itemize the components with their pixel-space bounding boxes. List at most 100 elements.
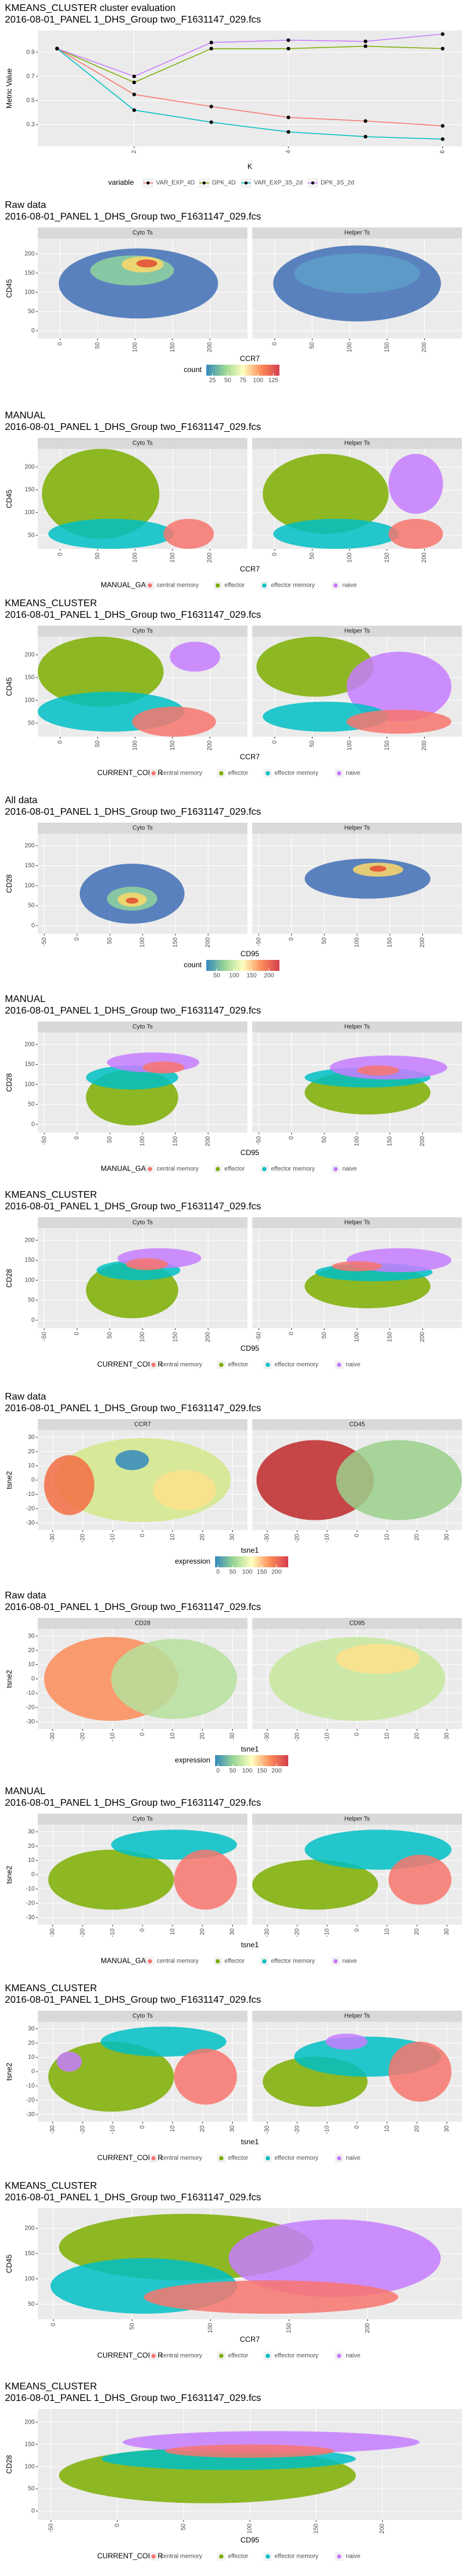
x-tick-label: 0	[140, 1733, 146, 1736]
facet-label: CCR7	[134, 1422, 151, 1428]
x-tick-label: 100	[354, 1332, 361, 1342]
y-tick-label: 50	[28, 2486, 35, 2492]
data-point	[286, 115, 291, 120]
x-tick-label: 20	[199, 1928, 206, 1936]
x-tick-label: 30	[229, 1534, 236, 1541]
x-tick-label: -20	[79, 1534, 86, 1543]
colorbar-tick-label: 50	[229, 1768, 236, 1775]
cell-density	[263, 454, 389, 534]
x-axis-label: CCR7	[240, 753, 260, 761]
cell-density	[388, 2041, 452, 2102]
x-tick-label: 20	[199, 1733, 206, 1740]
x-tick-label: 50	[94, 553, 101, 560]
cell-density	[48, 518, 174, 549]
y-tick-label: -20	[26, 2097, 35, 2103]
legend-swatch	[151, 2353, 156, 2358]
facet-label: Helper Ts	[344, 230, 370, 237]
x-tick-label: 0	[57, 553, 63, 556]
plot-subtitle: 2016-08-01_PANEL 1_DHS_Group two_F163114…	[5, 1798, 261, 1808]
x-tick-label: 200	[205, 1136, 211, 1147]
legend-swatch	[262, 583, 267, 588]
y-tick-label: 50	[28, 1101, 35, 1108]
cell-density	[56, 2052, 82, 2072]
x-tick-label: -30	[49, 1733, 56, 1742]
data-point	[209, 104, 213, 109]
plot-subtitle: 2016-08-01_PANEL 1_DHS_Group two_F163114…	[5, 212, 261, 222]
legend-label: effector	[224, 1166, 245, 1173]
colorbar-tick-label: 200	[271, 1569, 282, 1576]
facet-label: Helper Ts	[344, 1816, 370, 1823]
x-tick-label: 20	[414, 1534, 420, 1541]
y-tick-label: 100	[24, 2463, 35, 2470]
y-axis-label: CD28	[5, 2455, 13, 2474]
cell-density	[101, 2027, 227, 2057]
y-tick-label: 10	[28, 1857, 35, 1864]
facet-label: Cyto Ts	[132, 230, 152, 237]
cell-density	[294, 253, 420, 294]
x-tick-label: 200	[205, 1332, 211, 1342]
facet-strip	[252, 1814, 462, 1825]
series-line	[57, 48, 443, 127]
colorbar-title: expression	[175, 1557, 210, 1565]
plot-title: Raw data	[5, 200, 46, 210]
data-point	[363, 39, 367, 43]
facet-label: CD95	[349, 1620, 365, 1627]
x-axis-label: tsne1	[241, 2138, 259, 2146]
y-tick-label: 150	[24, 487, 35, 493]
x-tick-label: 30	[444, 2125, 450, 2133]
y-tick-label: -20	[26, 1704, 35, 1711]
data-point	[209, 46, 213, 51]
legend-title: MANUAL_GATE	[101, 1956, 154, 1965]
legend-label: central memory	[157, 1958, 199, 1965]
data-point	[209, 40, 213, 45]
x-tick-label: 0	[271, 342, 278, 346]
facet-label: Helper Ts	[344, 1220, 370, 1226]
y-tick-label: 150	[24, 862, 35, 869]
cell-density	[252, 1859, 378, 1910]
legend-label: effector	[228, 1362, 249, 1368]
facet-label: Helper Ts	[344, 628, 370, 635]
x-tick-label: 150	[384, 342, 391, 352]
x-tick-label: 20	[414, 2125, 420, 2133]
legend-label: VAR_EXP_3S_2d	[254, 180, 303, 187]
x-tick-label: 100	[140, 1136, 146, 1147]
data-point	[209, 120, 213, 124]
y-tick-label: 50	[28, 532, 35, 538]
x-tick-label: 100	[346, 740, 353, 751]
x-tick-label: -10	[109, 1733, 116, 1742]
y-tick-label: 200	[24, 651, 35, 658]
legend-swatch	[219, 771, 224, 776]
facet-label: Helper Ts	[344, 1024, 370, 1031]
colorbar-tick-label: 25	[209, 377, 216, 384]
cell-density	[126, 1258, 168, 1270]
x-tick-label: 10	[384, 1534, 391, 1541]
x-axis-label: tsne1	[241, 1546, 259, 1555]
x-tick-label: -20	[294, 1534, 300, 1543]
x-tick-label: 0	[57, 342, 63, 346]
x-tick-label: 150	[386, 1332, 393, 1342]
x-tick-label: 20	[199, 2125, 206, 2133]
series-line	[57, 34, 443, 77]
cell-density	[41, 449, 160, 539]
facet-label: Helper Ts	[344, 2013, 370, 2020]
colorbar-title: count	[184, 365, 202, 374]
x-tick-label: 20	[414, 1928, 420, 1936]
facet-strip	[252, 1217, 462, 1228]
data-point	[363, 44, 367, 48]
x-axis-label: tsne1	[241, 1745, 259, 1753]
x-tick-label: 0	[354, 2125, 361, 2129]
colorbar-tick-label: 50	[229, 1569, 236, 1576]
y-tick-label: -10	[26, 2083, 35, 2089]
x-tick-label: 150	[172, 937, 179, 948]
x-tick-label: 10	[169, 1733, 176, 1740]
x-tick-label: -50	[255, 1136, 262, 1145]
y-tick-label: 200	[24, 251, 35, 257]
x-tick-label: 50	[321, 1332, 328, 1339]
y-tick-label: -30	[26, 1719, 35, 1725]
y-tick-label: 0	[31, 2069, 35, 2075]
legend-swatch	[337, 2554, 341, 2559]
x-tick-label: 30	[229, 1733, 236, 1740]
x-tick-label: 10	[384, 2125, 391, 2133]
facet-strip	[38, 1021, 247, 1032]
plot-title: MANUAL	[5, 994, 46, 1004]
